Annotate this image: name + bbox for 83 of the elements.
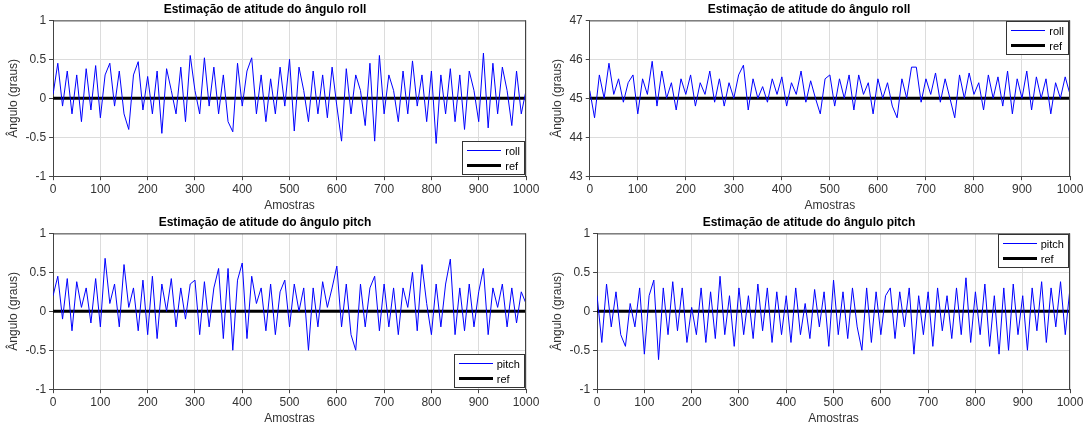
x-axis-title: Amostras <box>264 411 315 426</box>
x-tick-label: 700 <box>918 394 939 409</box>
y-axis-title: Ângulo (graus) <box>4 271 20 351</box>
y-tick-label: -0.5 <box>25 129 47 144</box>
y-axis-title: Ângulo (graus) <box>4 58 20 138</box>
chart-title: Estimação de atitude do ângulo pitch <box>702 214 916 229</box>
y-tick-label: 1 <box>583 225 591 240</box>
x-tick-label: 200 <box>675 181 697 196</box>
chart-title: Estimação de atitude do ângulo roll <box>163 1 367 16</box>
x-tick-label: 400 <box>776 394 797 409</box>
x-axis-title: Amostras <box>808 411 859 426</box>
x-tick-label: 100 <box>90 394 111 409</box>
x-tick-label: 200 <box>681 394 702 409</box>
y-tick-label: 0 <box>39 303 47 318</box>
x-tick-label: 500 <box>819 181 841 196</box>
x-tick-label: 100 <box>627 181 649 196</box>
x-tick-label: 600 <box>870 394 892 409</box>
x-tick-label: 900 <box>468 394 490 409</box>
legend-label: roll <box>505 144 520 157</box>
y-tick-label: 0 <box>583 303 591 318</box>
y-tick-label: 0.5 <box>29 264 47 279</box>
x-tick-label: 1000 <box>512 181 540 196</box>
x-tick-label: 0 <box>593 394 601 409</box>
x-axis-title: Amostras <box>804 198 856 213</box>
x-tick-label: 500 <box>279 394 300 409</box>
x-tick-label: 200 <box>137 394 158 409</box>
x-tick-label: 0 <box>49 394 57 409</box>
y-tick-label: 47 <box>569 12 584 27</box>
x-axis-title: Amostras <box>264 198 315 213</box>
y-tick-label: 46 <box>569 51 584 66</box>
x-tick-label: 1000 <box>1056 181 1084 196</box>
x-tick-label: 400 <box>771 181 793 196</box>
legend-label: pitch <box>1040 237 1064 250</box>
chart-title: Estimação de atitude do ângulo roll <box>707 1 911 16</box>
y-tick-label: -0.5 <box>569 342 591 357</box>
legend-label: ref <box>1040 252 1054 265</box>
y-tick-label: 0 <box>39 90 47 105</box>
x-tick-label: 900 <box>1011 181 1033 196</box>
y-tick-label: -0.5 <box>25 342 47 357</box>
x-tick-label: 600 <box>326 394 348 409</box>
y-tick-label: -1 <box>35 168 47 183</box>
y-tick-label: 43 <box>569 168 584 183</box>
y-tick-label: 1 <box>39 225 47 240</box>
x-tick-label: 800 <box>963 181 985 196</box>
chart-title: Estimação de atitude do ângulo pitch <box>158 214 372 229</box>
x-tick-label: 300 <box>184 394 206 409</box>
x-tick-label: 700 <box>915 181 937 196</box>
x-tick-label: 500 <box>823 394 844 409</box>
y-tick-label: -1 <box>579 381 591 396</box>
x-tick-label: 300 <box>728 394 750 409</box>
y-tick-label: 0.5 <box>573 264 591 279</box>
legend-label: ref <box>496 372 510 385</box>
x-tick-label: 400 <box>232 181 253 196</box>
legend-label: ref <box>1049 39 1063 52</box>
y-tick-label: 0.5 <box>29 51 47 66</box>
x-tick-label: 500 <box>279 181 300 196</box>
x-tick-label: 800 <box>965 394 986 409</box>
y-tick-label: -1 <box>35 381 47 396</box>
legend-label: ref <box>505 159 519 172</box>
x-tick-label: 200 <box>137 181 158 196</box>
x-tick-label: 300 <box>184 181 206 196</box>
x-tick-label: 0 <box>49 181 57 196</box>
x-tick-label: 300 <box>723 181 745 196</box>
x-tick-label: 600 <box>326 181 348 196</box>
x-tick-label: 700 <box>374 394 395 409</box>
y-tick-label: 44 <box>569 129 584 144</box>
x-tick-label: 800 <box>421 181 442 196</box>
x-tick-label: 900 <box>1012 394 1034 409</box>
x-tick-label: 400 <box>232 394 253 409</box>
x-tick-label: 700 <box>374 181 395 196</box>
y-tick-label: 45 <box>569 90 584 105</box>
y-axis-title: Ângulo (graus) <box>548 271 564 351</box>
x-tick-label: 1000 <box>1056 394 1084 409</box>
legend-label: roll <box>1049 24 1064 37</box>
x-tick-label: 900 <box>468 181 490 196</box>
x-tick-label: 600 <box>867 181 889 196</box>
x-tick-label: 100 <box>634 394 655 409</box>
y-tick-label: 1 <box>39 12 47 27</box>
x-tick-label: 1000 <box>512 394 540 409</box>
y-axis-title: Ângulo (graus) <box>548 58 564 138</box>
x-tick-label: 800 <box>421 394 442 409</box>
x-tick-label: 100 <box>90 181 111 196</box>
legend-label: pitch <box>496 357 520 370</box>
